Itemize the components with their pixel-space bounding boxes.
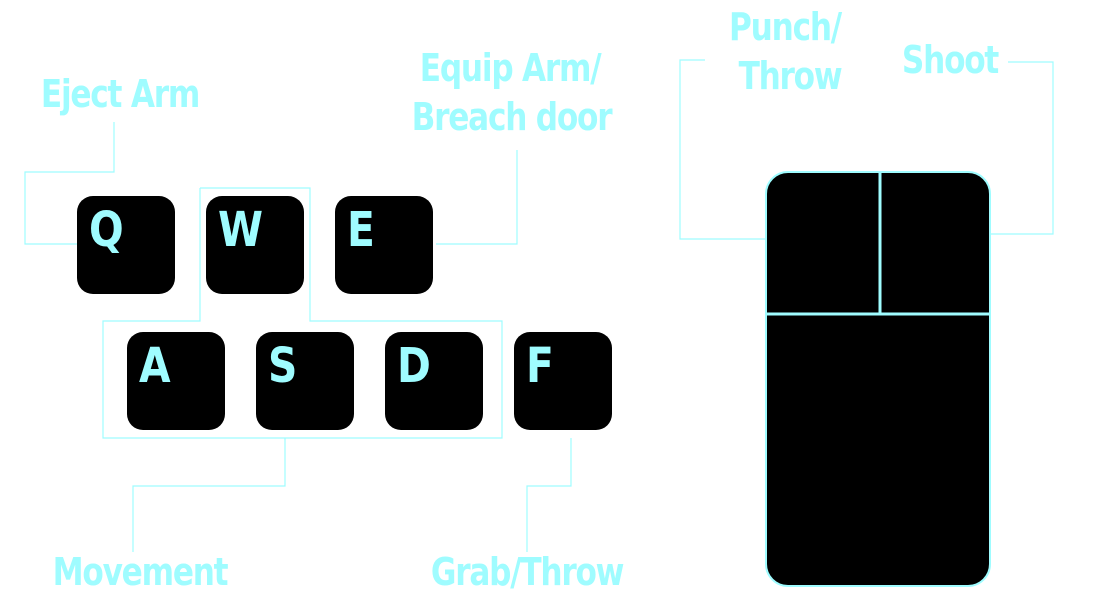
shoot-label: Shoot (901, 38, 999, 82)
key-d: D (385, 332, 483, 430)
key-s-letter: S (268, 338, 298, 394)
grab-throw-label: Grab/Throw (430, 550, 625, 594)
key-q: Q (77, 196, 175, 294)
key-w-letter: W (218, 202, 264, 258)
grab-throw-connector (526, 438, 572, 552)
punch-label-line1: Punch/ (729, 5, 842, 49)
key-a-letter: A (139, 338, 171, 394)
key-s: S (256, 332, 354, 430)
mouse-left-button (768, 174, 878, 312)
key-q-letter: Q (89, 202, 124, 258)
punch-connector (679, 59, 823, 240)
equip-arm-label-line2: Breach door (411, 95, 613, 139)
wasd-group-outline (102, 187, 503, 439)
equip-arm-connector (436, 150, 518, 245)
punch-label-line2: Throw (738, 54, 843, 98)
equip-arm-label-line1: Equip Arm/ (419, 46, 602, 90)
mouse-icon (765, 171, 991, 587)
key-a: A (127, 332, 225, 430)
key-f: F (514, 332, 612, 430)
movement-label: Movement (52, 550, 229, 594)
key-e-letter: E (347, 202, 375, 258)
key-w: W (206, 196, 304, 294)
eject-arm-label: Eject Arm (40, 72, 200, 116)
key-e: E (335, 196, 433, 294)
movement-connector (132, 438, 286, 552)
mouse-body (765, 171, 991, 587)
shoot-connector (956, 61, 1054, 235)
key-d-letter: D (397, 338, 431, 394)
mouse-right-button (882, 174, 988, 312)
key-f-letter: F (526, 338, 554, 394)
eject-arm-connector (24, 122, 115, 245)
